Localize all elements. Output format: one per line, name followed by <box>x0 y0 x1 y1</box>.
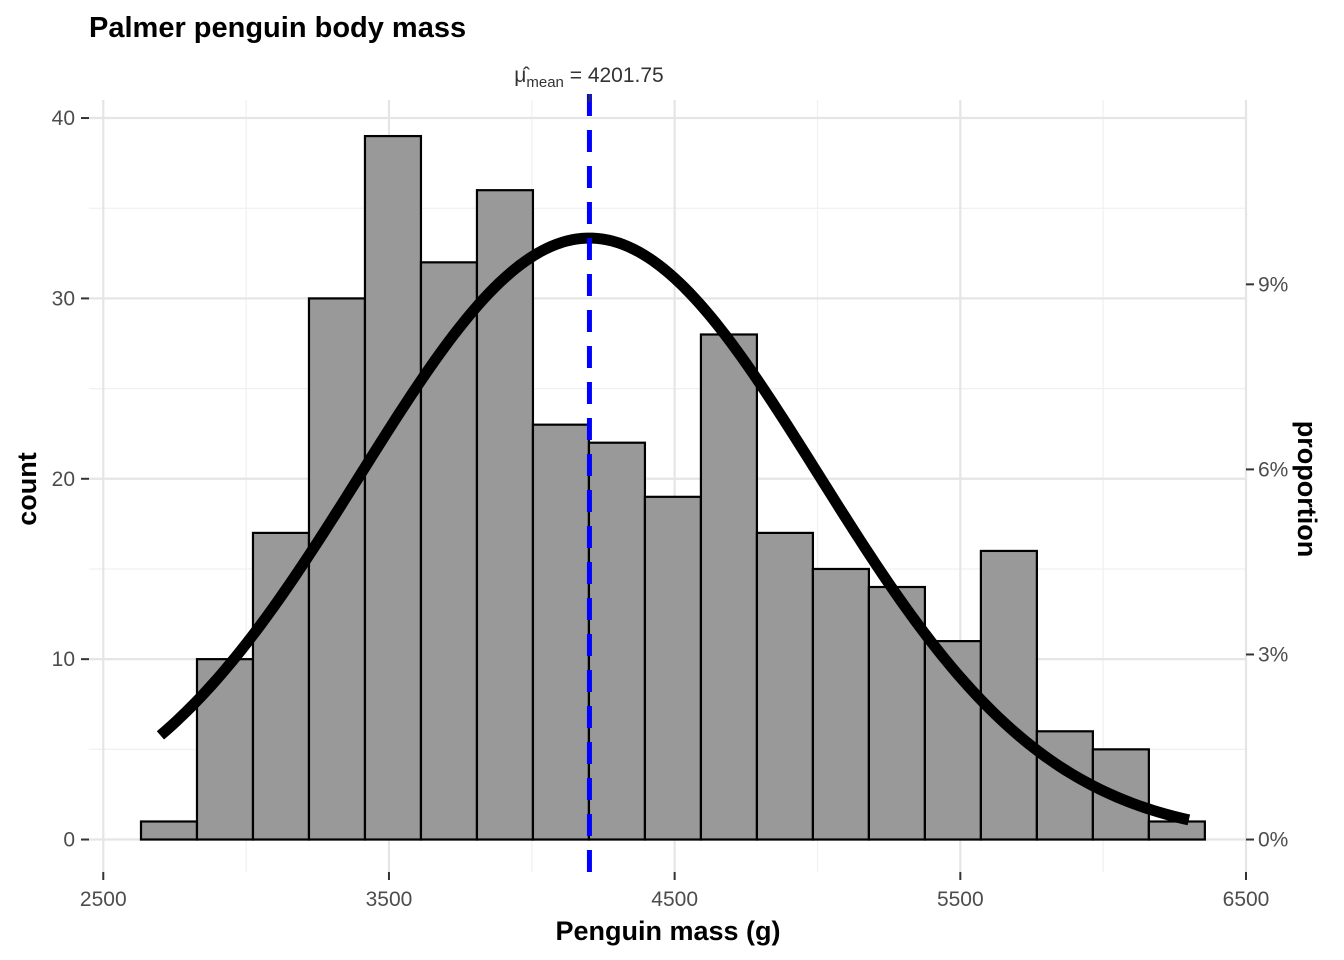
axes: 0 10 20 30 40 2500 3500 4500 5500 6500 0% 3% 6% 9% <box>52 107 1289 911</box>
y-tick-label: 10 <box>52 648 75 671</box>
x-tick-label: 4500 <box>651 888 698 911</box>
histogram-bar <box>811 567 871 841</box>
histogram-bar <box>587 441 647 841</box>
histogram-bar <box>979 549 1038 841</box>
x-tick-label: 3500 <box>366 888 413 911</box>
y-tick-label: 20 <box>52 468 75 491</box>
histogram-bars <box>139 134 1206 841</box>
y2-tick-label: 9% <box>1258 273 1288 296</box>
y2-tick-label: 0% <box>1258 829 1288 852</box>
y-tick-label: 30 <box>52 287 75 310</box>
mean-symbol: μ̂ <box>514 64 530 87</box>
y2-tick-label: 6% <box>1258 458 1288 481</box>
mean-subscript: mean <box>526 74 564 91</box>
mean-annotation: μ̂mean = 4201.75 <box>514 64 663 91</box>
histogram-bar <box>643 495 703 841</box>
histogram-bar <box>475 189 535 841</box>
histogram-bar <box>307 297 367 841</box>
histogram-bar <box>699 333 759 841</box>
y-tick-label: 0 <box>63 829 75 852</box>
chart-title: Palmer penguin body mass <box>89 12 466 44</box>
normal-curve-layer <box>156 232 1191 826</box>
mean-value-label: = 4201.75 <box>564 64 664 87</box>
x-tick-label: 5500 <box>937 888 984 911</box>
histogram-bar <box>363 134 423 841</box>
histogram-bar <box>251 531 311 841</box>
histogram-bar <box>755 531 815 841</box>
y-axis-title: count <box>12 452 42 526</box>
y2-tick-label: 3% <box>1258 643 1288 666</box>
histogram-bar <box>531 423 591 841</box>
y-tick-label: 40 <box>52 107 75 130</box>
y2-axis-title: proportion <box>1292 421 1322 557</box>
x-tick-label: 6500 <box>1223 888 1270 911</box>
histogram-bar <box>419 261 479 841</box>
x-tick-label: 2500 <box>80 888 127 911</box>
histogram-bar <box>1147 820 1206 841</box>
histogram-bar <box>139 820 199 841</box>
normal-curve <box>156 232 1191 826</box>
x-axis-title: Penguin mass (g) <box>555 916 780 946</box>
